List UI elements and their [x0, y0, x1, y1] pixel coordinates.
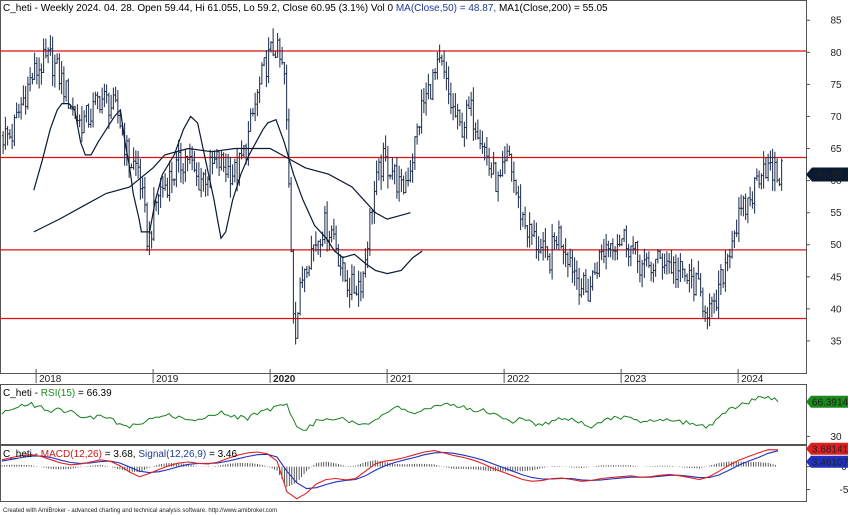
macd-tick-label: -5	[840, 485, 849, 496]
moving-average-line	[33, 102, 423, 275]
rsi-value-label: 66.3914	[812, 397, 849, 408]
y-tick-label: 60	[830, 176, 842, 187]
rsi-panel	[0, 384, 807, 445]
macd-value-label-box	[806, 442, 848, 455]
x-tick-label: 2021	[390, 374, 413, 385]
x-tick-label: 2020	[273, 374, 296, 385]
x-axis: 2018 2019 2020 2021 2022 2023 2024	[35, 369, 764, 385]
macd-line	[1, 449, 779, 500]
rsi-line	[1, 395, 779, 431]
last-price-label-box	[806, 167, 848, 182]
x-tick-label: 2024	[741, 374, 764, 385]
x-tick-label: 2022	[507, 374, 530, 385]
signal-value-label: 3.46107	[812, 457, 849, 468]
macd-value-label: 3.68141	[812, 444, 849, 455]
x-tick-label: 2018	[39, 374, 62, 385]
rsi-plot: 30 66.3914	[1, 395, 849, 443]
y-tick-label: 65	[830, 144, 842, 155]
y-tick-label: 85	[830, 16, 842, 27]
y-tick-label: 45	[830, 272, 842, 283]
x-tick-label: 2023	[624, 374, 647, 385]
y-tick-label: 70	[830, 112, 842, 123]
price-header: C_heti - Weekly 2024. 04. 28. Open 59.44…	[3, 3, 608, 14]
macd-panel	[0, 445, 807, 502]
y-tick-label: 75	[830, 80, 842, 91]
signal-value-label-box	[806, 455, 848, 468]
price-axis: 35 40 45 50 55 60 65 70 75 80 85 60.95	[806, 16, 848, 347]
macd-header: C_heti - MACD(12,26) = 3.68, Signal(12,2…	[3, 449, 237, 460]
moving-average-line	[33, 147, 411, 233]
footer-credit: Created with AmiBroker - advanced charti…	[3, 508, 277, 514]
y-tick-label: 35	[830, 336, 842, 347]
y-tick-label: 40	[830, 304, 842, 315]
y-tick-label: 55	[830, 208, 842, 219]
x-tick-label: 2019	[156, 374, 179, 385]
last-price-label: 60.95	[817, 170, 842, 181]
price-plot	[0, 28, 806, 345]
y-tick-label: 50	[830, 240, 842, 251]
rsi-value-label-box	[806, 395, 848, 408]
rsi-tick-label: 30	[830, 432, 842, 443]
rsi-header: C_heti - RSI(15) = 66.39	[3, 388, 112, 399]
y-tick-label: 80	[830, 48, 842, 59]
